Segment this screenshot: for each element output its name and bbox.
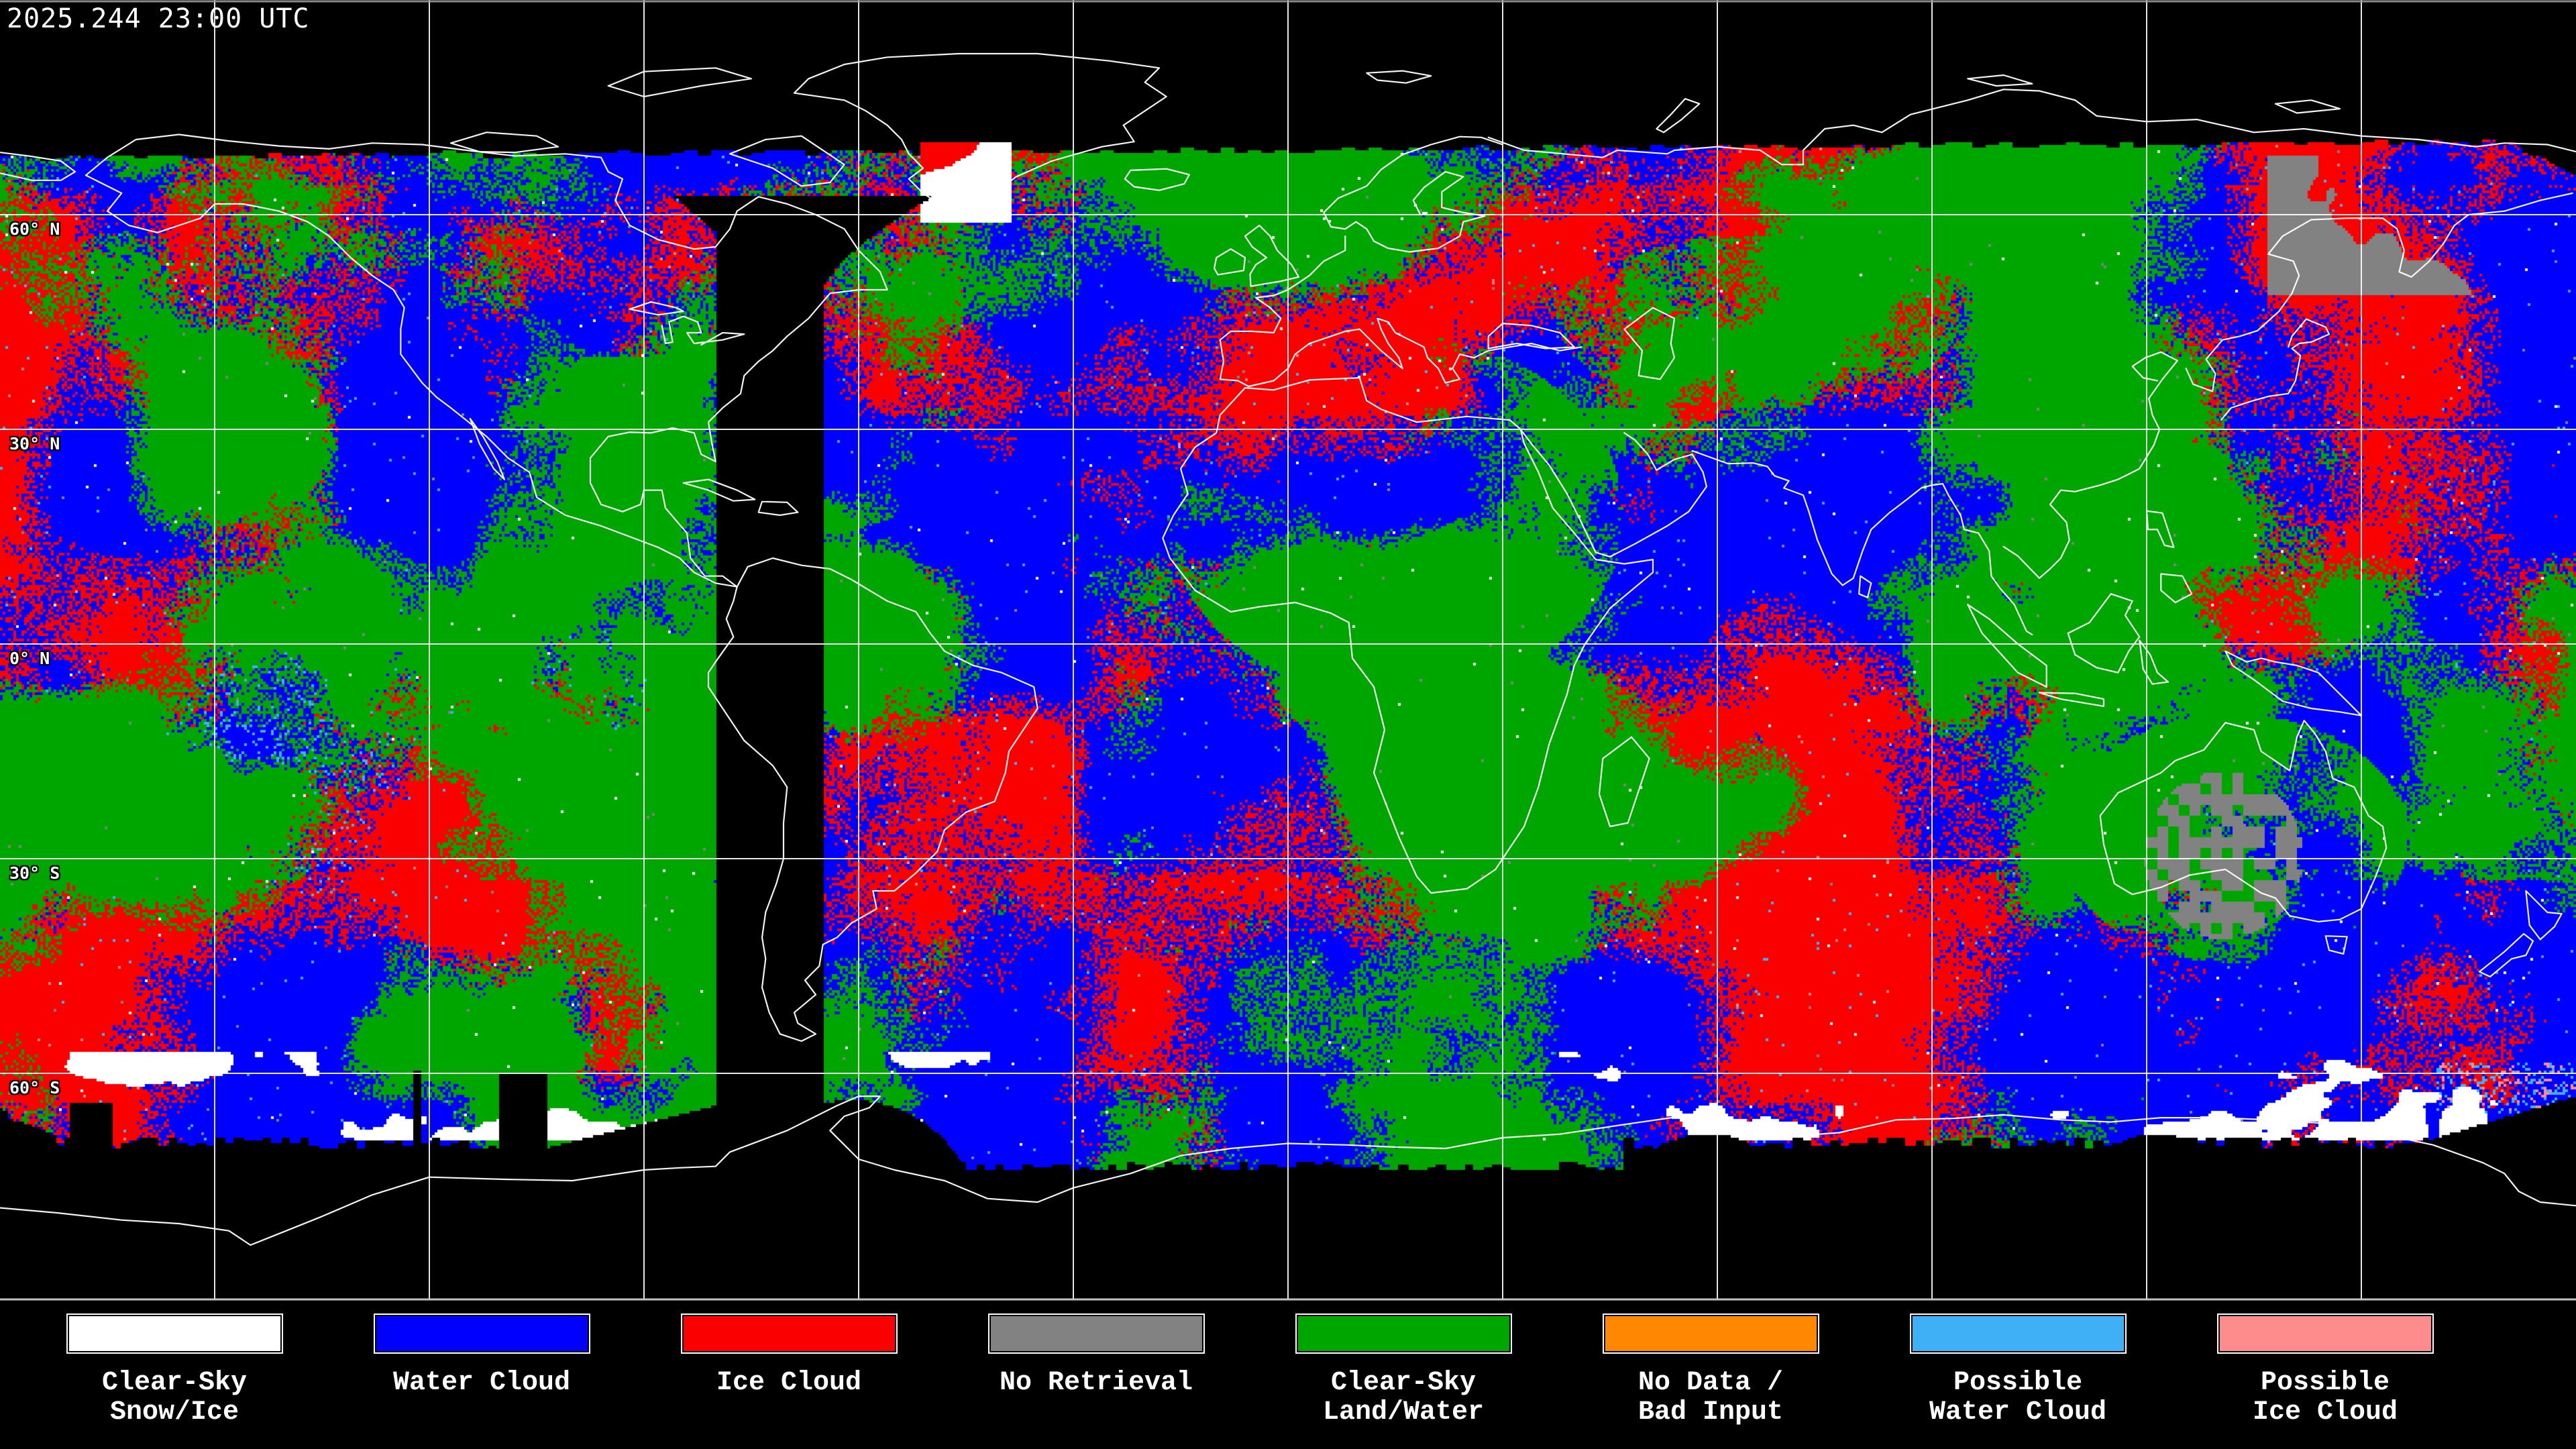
legend-label-line1: Ice Cloud: [716, 1368, 862, 1398]
coastline-path: [1487, 89, 2576, 166]
coastline-path: [793, 52, 1167, 217]
latitude-label-0n: 0° N: [9, 649, 50, 668]
coastline-path: [2067, 593, 2141, 674]
coastline-path: [1219, 235, 1582, 388]
legend-label-line2: Bad Input: [1638, 1397, 1784, 1428]
legend-label-line2: Water Cloud: [1929, 1397, 2107, 1428]
coastline-path: [1244, 224, 1300, 287]
coastline-path: [1366, 70, 1432, 84]
coastline-path: [682, 478, 756, 502]
legend-swatch-no-retrieval: [987, 1313, 1205, 1354]
legend-label-line1: Water Cloud: [392, 1368, 571, 1398]
legend-swatch-no-data-bad-input: [1602, 1313, 1819, 1354]
coastline-path: [2185, 192, 2573, 392]
coastline-path: [2478, 932, 2534, 978]
coastline-path: [2038, 692, 2105, 707]
legend-label: Possible Water Cloud: [1864, 1368, 2171, 1428]
coastline-path: [0, 1095, 2576, 1246]
coastline-grid-overlay: [0, 0, 2576, 1301]
legend-label: Clear-Sky Snow/Ice: [21, 1368, 328, 1428]
legend-item-clear-sky-land-water: Clear-Sky Land/Water: [1250, 1313, 1557, 1428]
coastline-path: [2139, 639, 2169, 685]
coastline-path: [1487, 323, 1575, 350]
coastline-path: [1124, 168, 1190, 191]
legend-label-line1: Possible: [1953, 1368, 2083, 1398]
coastline-path: [1519, 428, 1708, 557]
coastline-path: [469, 417, 506, 480]
legend-label-line1: Possible: [2260, 1368, 2390, 1398]
coastline-path: [1323, 136, 1504, 253]
coastline-path: [2145, 510, 2175, 549]
legend-label-line2: Land/Water: [1322, 1397, 1485, 1428]
coastline-path: [2220, 318, 2330, 421]
coastline-path: [1214, 248, 1246, 276]
coastline-path: [607, 67, 753, 98]
coastline-path: [2525, 890, 2563, 941]
latitude-label-60s: 60° S: [9, 1078, 60, 1097]
coastline-path: [1858, 575, 1872, 598]
coastline-path: [449, 131, 559, 154]
legend-label: Clear-Sky Land/Water: [1250, 1368, 1557, 1428]
timestamp: 2025.244 23:00 UTC: [7, 3, 310, 34]
coastline-path: [729, 135, 845, 187]
legend-label-line2: Snow/Ice: [109, 1397, 239, 1428]
coastline-path: [2224, 650, 2363, 716]
legend-label-line1: No Retrieval: [999, 1368, 1193, 1398]
coastline-path: [1598, 736, 1650, 828]
legend-swatch-clear-sky-snow-ice: [66, 1313, 283, 1354]
legend-label: No Retrieval: [943, 1368, 1250, 1398]
legend-label: Ice Cloud: [635, 1368, 943, 1398]
legend-swatch-possible-ice-cloud: [2216, 1313, 2434, 1354]
legend-label: No Data / Bad Input: [1557, 1368, 1864, 1428]
legend-label-line1: Clear-Sky: [101, 1368, 248, 1398]
coastline-path: [757, 500, 799, 517]
coastline-path: [661, 315, 745, 346]
legend-item-possible-ice-cloud: Possible Ice Cloud: [2171, 1313, 2479, 1428]
coastline-path: [1691, 449, 2033, 636]
legend-swatch-water-cloud: [373, 1313, 590, 1354]
coastline-path: [2002, 351, 2178, 579]
legend-item-possible-water-cloud: Possible Water Cloud: [1864, 1313, 2171, 1428]
legend-label-line2: Ice Cloud: [2252, 1397, 2398, 1428]
legend-label: Water Cloud: [328, 1368, 635, 1398]
coastline-path: [2099, 720, 2387, 922]
coastline-path: [1162, 377, 1654, 894]
legend-label-line1: No Data /: [1638, 1368, 1784, 1398]
coastline-path: [1656, 98, 1701, 133]
coastline-path: [2274, 99, 2341, 114]
coastline-path: [85, 133, 888, 588]
legend-item-no-retrieval: No Retrieval: [943, 1313, 1250, 1398]
coastline-path: [1967, 604, 2047, 688]
coastline-path: [629, 301, 684, 316]
coastline-path: [2324, 935, 2348, 955]
latitude-label-30n: 30° N: [9, 434, 60, 453]
coastline-path: [707, 557, 1038, 1042]
legend: Clear-Sky Snow/Ice Water Cloud Ice Cloud …: [0, 1300, 2576, 1449]
coastline-path: [85, 174, 738, 588]
coastline-path: [2160, 573, 2193, 604]
coastline-path: [1967, 74, 2033, 87]
legend-label: Possible Ice Cloud: [2171, 1368, 2479, 1428]
legend-swatch-clear-sky-land-water: [1295, 1313, 1512, 1354]
legend-item-water-cloud: Water Cloud: [328, 1313, 635, 1398]
legend-swatch-ice-cloud: [680, 1313, 898, 1354]
coastline-path: [0, 152, 76, 181]
legend-swatch-possible-water-cloud: [1909, 1313, 2127, 1354]
latitude-label-30s: 30° S: [9, 863, 60, 883]
legend-item-clear-sky-snow-ice: Clear-Sky Snow/Ice: [21, 1313, 328, 1428]
legend-label-line1: Clear-Sky: [1330, 1368, 1477, 1398]
legend-item-no-data-bad-input: No Data / Bad Input: [1557, 1313, 1864, 1428]
legend-item-ice-cloud: Ice Cloud: [635, 1313, 943, 1398]
latitude-label-60n: 60° N: [9, 219, 60, 239]
coastline-path: [1623, 307, 1676, 380]
